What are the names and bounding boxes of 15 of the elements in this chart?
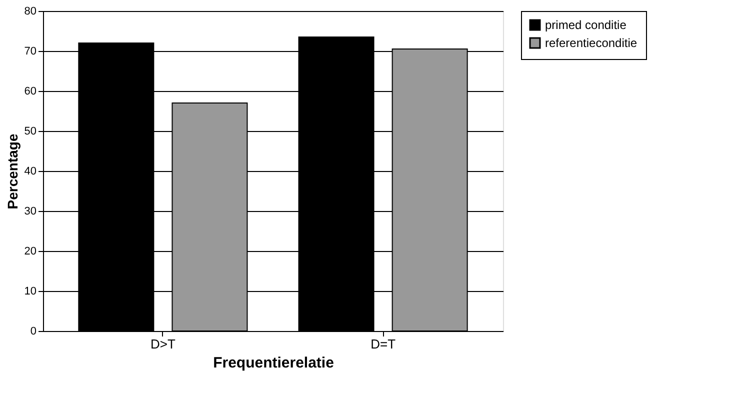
y-axis-title: Percentage bbox=[4, 134, 20, 210]
y-tick-label: 50 bbox=[24, 126, 36, 138]
y-tick-label: 0 bbox=[30, 326, 36, 338]
y-tick-label: 60 bbox=[24, 86, 36, 98]
x-tick-label: D>T bbox=[150, 336, 176, 352]
y-tick-label: 10 bbox=[24, 286, 36, 298]
x-tick-label: D=T bbox=[370, 336, 396, 352]
y-tick-label: 70 bbox=[24, 46, 36, 58]
y-tick-label: 40 bbox=[24, 166, 36, 178]
legend-label: primed conditie bbox=[545, 18, 627, 32]
y-tick-label: 20 bbox=[24, 246, 36, 258]
x-axis-title: Frequentierelatie bbox=[213, 354, 334, 372]
legend-label: referentieconditie bbox=[545, 36, 638, 50]
y-tick-label: 80 bbox=[24, 6, 36, 18]
y-tick-label: 30 bbox=[24, 206, 36, 218]
